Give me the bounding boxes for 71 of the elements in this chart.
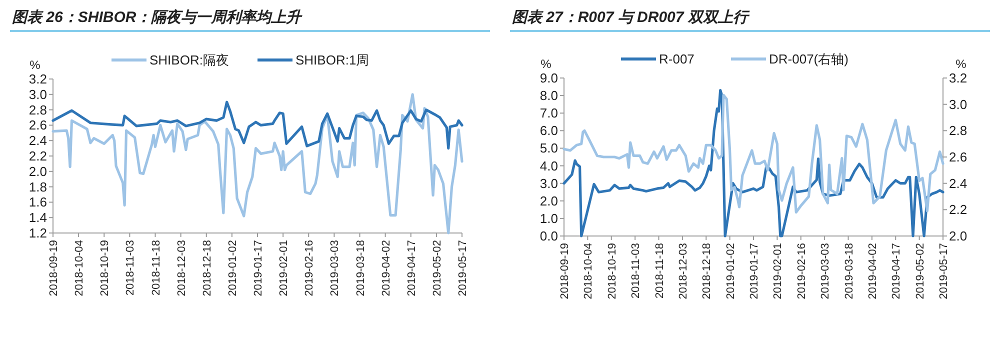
x-tick-label: 2018-12-18 <box>701 243 714 300</box>
x-tick-label: 2019-01-17 <box>748 243 760 300</box>
x-tick-label: 2018-12-03 <box>677 243 690 300</box>
x-tick-label: 2019-04-02 <box>380 240 392 296</box>
y-tick-label: 2.2 <box>28 148 47 164</box>
x-tick-label: 2018-12-03 <box>176 240 188 296</box>
y-tick-label: 6.0 <box>540 123 558 138</box>
x-tick-label: 2018-09-19 <box>48 240 60 296</box>
y-axis-title: % <box>540 57 552 71</box>
y-tick-label: 5.0 <box>540 140 558 156</box>
x-tick-label: 2019-02-01 <box>772 243 784 300</box>
x-tick-label: 2018-10-04 <box>582 243 595 300</box>
x-tick-label: 2019-05-17 <box>457 240 469 296</box>
x-tick-label: 2018-09-19 <box>559 243 571 300</box>
y2-tick-label: 3.2 <box>949 70 968 86</box>
y-tick-label: 2.0 <box>540 193 558 208</box>
y-tick-label: 1.0 <box>540 210 558 226</box>
x-tick-label: 2019-02-16 <box>796 243 808 300</box>
x-tick-label: 2019-04-17 <box>890 243 903 300</box>
y-tick-label: 2.0 <box>28 164 47 179</box>
y2-tick-label: 2.0 <box>949 228 968 244</box>
x-tick-label: 2018-11-18 <box>654 243 666 298</box>
legend-label: DR-007(右轴) <box>769 52 848 66</box>
chart-title: 图表 26：SHIBOR：隔夜与一周利率均上升 <box>12 8 304 26</box>
legend-label: R-007 <box>659 52 694 66</box>
y2-tick-label: 3.0 <box>949 96 968 112</box>
y2-tick-label: 2.2 <box>949 202 968 218</box>
y-tick-label: 3.2 <box>28 72 47 86</box>
y-tick-label: 1.2 <box>28 226 47 240</box>
y-axis-title: % <box>30 58 41 72</box>
y-tick-label: 2.4 <box>28 133 47 148</box>
y-tick-label: 2.6 <box>28 118 47 133</box>
x-tick-label: 2019-04-17 <box>406 240 418 296</box>
y2-tick-label: 2.4 <box>949 176 968 191</box>
x-tick-label: 2018-10-19 <box>99 240 112 296</box>
x-tick-label: 2019-01-17 <box>252 240 264 296</box>
legend-label: SHIBOR:1周 <box>296 52 370 68</box>
x-tick-label: 2018-11-03 <box>630 243 642 298</box>
x-tick-label: 2019-03-03 <box>329 240 342 296</box>
y-tick-label: 1.8 <box>28 179 47 194</box>
y-tick-label: 0.0 <box>540 228 558 244</box>
y2-axis-title: % <box>956 57 967 71</box>
x-tick-label: 2018-12-18 <box>201 240 214 296</box>
x-tick-label: 2019-05-02 <box>914 243 926 300</box>
x-tick-label: 2018-10-19 <box>606 243 618 300</box>
x-tick-label: 2018-11-03 <box>124 240 137 296</box>
x-tick-label: 2019-04-02 <box>866 243 879 300</box>
x-tick-label: 2019-01-02 <box>724 243 737 300</box>
chart-title: 图表 27：R007 与 DR007 双双上行 <box>512 9 750 26</box>
x-tick-label: 2019-03-18 <box>843 243 856 300</box>
y-tick-label: 7.0 <box>540 106 558 121</box>
x-tick-label: 2019-01-02 <box>226 240 239 296</box>
y-tick-label: 8.0 <box>540 88 558 104</box>
y-tick-label: 3.0 <box>28 86 47 102</box>
y-tick-label: 3.0 <box>540 176 558 191</box>
y-tick-label: 1.6 <box>28 194 47 210</box>
x-tick-label: 2019-05-02 <box>431 240 444 296</box>
y-tick-label: 9.0 <box>540 70 558 86</box>
x-tick-label: 2019-03-03 <box>820 243 832 300</box>
x-tick-label: 2018-11-18 <box>150 240 162 296</box>
x-tick-label: 2019-05-17 <box>938 243 950 300</box>
x-tick-label: 2019-02-16 <box>304 240 316 296</box>
legend-label: SHIBOR:隔夜 <box>150 52 229 68</box>
y2-tick-label: 2.8 <box>949 123 968 138</box>
y-tick-label: 1.4 <box>28 210 47 226</box>
y-tick-label: 4.0 <box>540 158 558 174</box>
y2-tick-label: 2.6 <box>949 150 968 164</box>
x-tick-label: 2018-10-04 <box>74 240 86 296</box>
y-tick-label: 2.8 <box>28 102 47 118</box>
x-tick-label: 2019-02-01 <box>278 240 290 296</box>
x-tick-label: 2019-03-18 <box>354 240 367 296</box>
